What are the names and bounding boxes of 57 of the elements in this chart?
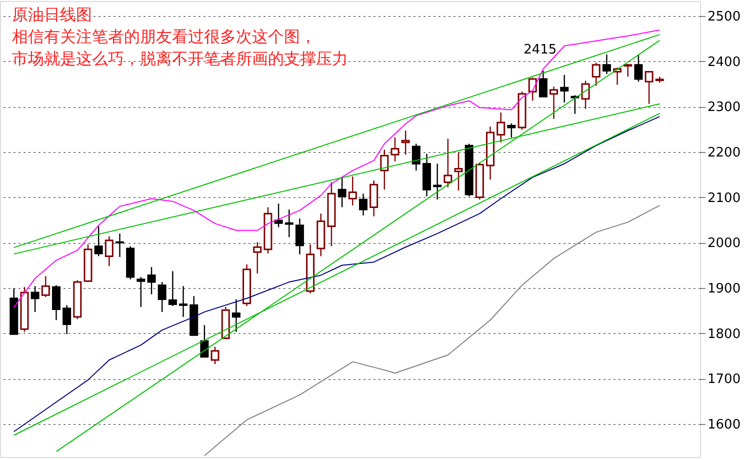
candlestick (348, 176, 357, 206)
candlestick (62, 304, 72, 335)
candlestick (52, 284, 60, 321)
candlestick (253, 242, 262, 274)
candlestick (538, 70, 548, 98)
candlestick (581, 80, 590, 110)
y-tick-label: 2000 (708, 236, 741, 252)
candlestick (412, 143, 420, 172)
candlestick (136, 276, 146, 308)
candlestick (560, 74, 569, 104)
candlestick (401, 130, 410, 156)
candlestick (454, 152, 463, 192)
candlestick (592, 62, 600, 86)
candlestick (232, 298, 240, 332)
candlestick (41, 276, 50, 298)
candlestick (158, 281, 166, 313)
candlestick (168, 270, 177, 307)
candlestick (390, 136, 400, 162)
y-tick-label: 2100 (708, 190, 741, 206)
candlestick (550, 86, 558, 120)
y-tick-label: 1600 (708, 417, 741, 432)
candlestick (602, 54, 611, 75)
candlestick (200, 324, 209, 358)
candlestick (338, 176, 346, 208)
candlestick (94, 226, 103, 257)
candlestick (444, 138, 452, 188)
annotation: 原油日线图 (12, 5, 92, 24)
annotation: 相信有关注笔者的朋友看过很多次这个图， (12, 27, 316, 46)
candlestick (147, 266, 156, 295)
annotation: 2415 (524, 42, 557, 58)
candlestick (496, 112, 506, 144)
candlestick (295, 218, 304, 255)
y-tick-label: 1800 (708, 326, 741, 342)
candlestick (358, 193, 368, 216)
y-tick-label: 2300 (708, 100, 741, 116)
candlestick (570, 94, 580, 114)
candlestick (179, 286, 188, 318)
y-tick-label: 1700 (708, 372, 741, 388)
y-tick-label: 2500 (708, 9, 741, 24)
candlestick (624, 63, 632, 78)
candlestick (210, 346, 220, 365)
candlestick (644, 70, 654, 104)
y-tick-label: 2200 (708, 145, 741, 160)
candlestick (104, 236, 114, 267)
candlestick (284, 208, 294, 238)
candlestick (274, 203, 283, 228)
candlestick (370, 180, 378, 217)
candlestick (507, 122, 516, 138)
y-tick-label: 2400 (708, 54, 741, 70)
candlestick (528, 77, 537, 102)
candlestick (30, 286, 40, 313)
annotation: 市场就是这么巧，脱离不开笔者所画的支撑压力 (12, 49, 348, 68)
candlestick (116, 232, 124, 258)
candlestick (380, 149, 389, 190)
candlestick (634, 54, 643, 82)
candlestick (433, 163, 442, 200)
y-tick-label: 1900 (708, 281, 741, 296)
